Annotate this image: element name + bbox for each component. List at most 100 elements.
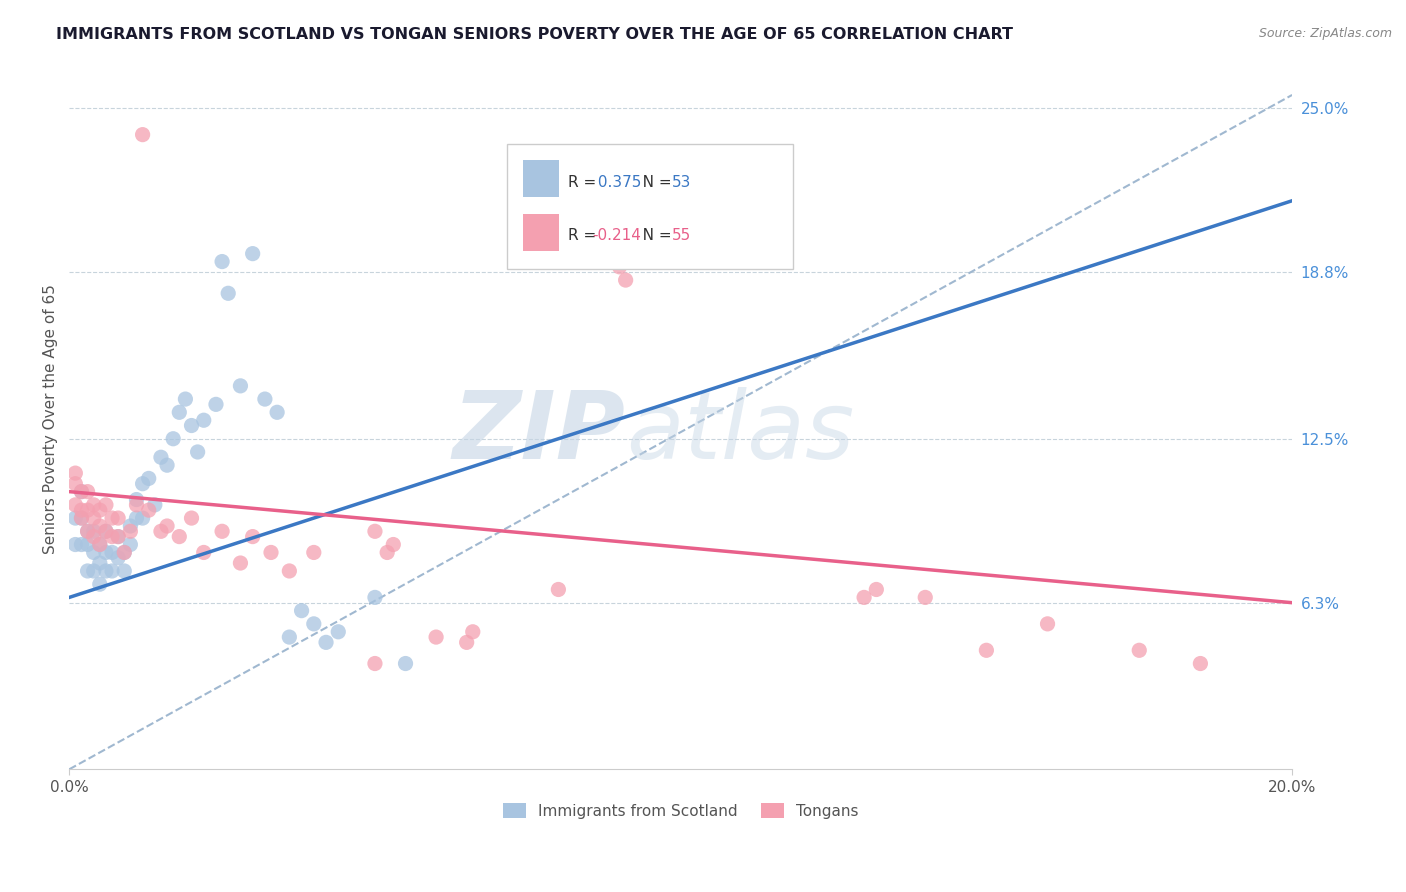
Point — [242, 530, 264, 544]
Point — [101, 545, 124, 559]
Text: -0.214: -0.214 — [592, 228, 641, 244]
Point — [76, 524, 98, 539]
Point — [131, 476, 153, 491]
Point — [112, 545, 135, 559]
Point — [107, 530, 129, 544]
Point — [547, 582, 569, 597]
Point — [89, 577, 111, 591]
Point — [229, 379, 252, 393]
Point — [120, 524, 142, 539]
Point — [229, 556, 252, 570]
Point — [375, 545, 398, 559]
Point — [315, 635, 337, 649]
Text: R =: R = — [568, 175, 602, 190]
Point — [70, 537, 93, 551]
Text: ZIP: ZIP — [453, 387, 626, 479]
Point — [328, 624, 350, 639]
Point — [253, 392, 276, 406]
Point — [70, 511, 93, 525]
Point — [278, 630, 301, 644]
Point — [425, 630, 447, 644]
Point — [83, 511, 105, 525]
Point — [94, 524, 117, 539]
Point — [76, 537, 98, 551]
Point — [94, 564, 117, 578]
Point — [914, 591, 936, 605]
Point — [83, 524, 105, 539]
Point — [120, 537, 142, 551]
Text: R =: R = — [568, 228, 602, 244]
Point — [180, 418, 202, 433]
Point — [65, 466, 87, 480]
Point — [83, 545, 105, 559]
Point — [107, 530, 129, 544]
Point — [461, 624, 484, 639]
Point — [83, 498, 105, 512]
Point — [865, 582, 887, 597]
Point — [205, 397, 228, 411]
Point — [260, 545, 283, 559]
Point — [94, 524, 117, 539]
Point — [193, 413, 215, 427]
Point — [94, 545, 117, 559]
Point — [112, 564, 135, 578]
Point — [193, 545, 215, 559]
Text: N =: N = — [628, 175, 676, 190]
Point — [156, 458, 179, 473]
Point — [89, 537, 111, 551]
Point — [149, 450, 172, 465]
Point — [89, 519, 111, 533]
Point — [976, 643, 998, 657]
Point — [76, 524, 98, 539]
Point — [1189, 657, 1212, 671]
Point — [70, 484, 93, 499]
Point — [242, 246, 264, 260]
Point — [302, 545, 325, 559]
Point — [65, 511, 87, 525]
Text: N =: N = — [628, 228, 676, 244]
Point — [180, 511, 202, 525]
Point — [65, 537, 87, 551]
Point — [76, 503, 98, 517]
Point — [89, 503, 111, 517]
Point — [169, 405, 191, 419]
Point — [125, 511, 148, 525]
Point — [70, 503, 93, 517]
Point — [112, 545, 135, 559]
Point — [364, 524, 387, 539]
Point — [156, 519, 179, 533]
Point — [211, 254, 233, 268]
Text: atlas: atlas — [626, 387, 853, 478]
Point — [382, 537, 405, 551]
Point — [125, 498, 148, 512]
Point — [1036, 616, 1059, 631]
Text: 0.375: 0.375 — [592, 175, 641, 190]
Point — [290, 604, 312, 618]
Point — [65, 498, 87, 512]
Point — [187, 445, 209, 459]
Point — [76, 484, 98, 499]
Point — [101, 530, 124, 544]
Point — [94, 498, 117, 512]
Point — [101, 511, 124, 525]
Text: IMMIGRANTS FROM SCOTLAND VS TONGAN SENIORS POVERTY OVER THE AGE OF 65 CORRELATIO: IMMIGRANTS FROM SCOTLAND VS TONGAN SENIO… — [56, 27, 1014, 42]
Point — [76, 564, 98, 578]
Point — [162, 432, 184, 446]
Point — [278, 564, 301, 578]
Point — [107, 550, 129, 565]
Point — [149, 524, 172, 539]
Legend: Immigrants from Scotland, Tongans: Immigrants from Scotland, Tongans — [496, 797, 865, 825]
Point — [302, 616, 325, 631]
Point — [364, 591, 387, 605]
Point — [853, 591, 876, 605]
Point — [89, 556, 111, 570]
Point — [174, 392, 197, 406]
Point — [609, 260, 631, 274]
Text: 55: 55 — [672, 228, 690, 244]
Point — [211, 524, 233, 539]
Point — [89, 537, 111, 551]
Point — [131, 128, 153, 142]
Point — [131, 511, 153, 525]
Point — [70, 511, 93, 525]
Point — [83, 530, 105, 544]
